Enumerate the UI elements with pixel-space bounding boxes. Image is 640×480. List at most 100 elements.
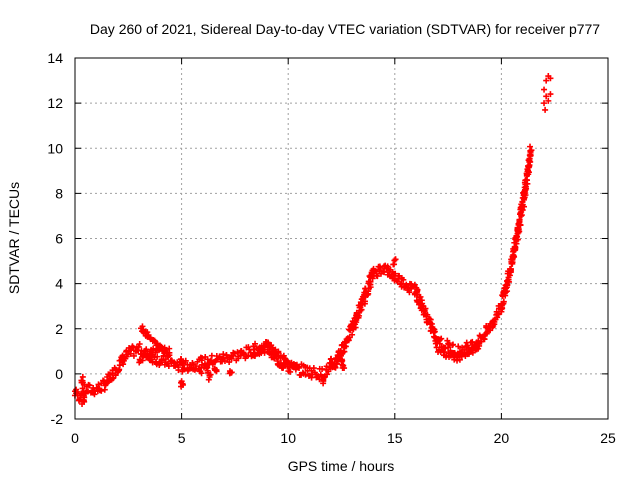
data-point-end: [541, 100, 548, 107]
data-point-cluster: [205, 376, 212, 383]
y-tick-label: 4: [55, 276, 63, 292]
data-point: [130, 352, 137, 359]
data-point-cluster: [211, 365, 218, 372]
data-point: [86, 382, 93, 389]
data-point-branch: [294, 364, 301, 371]
data-point-branch: [150, 345, 157, 352]
data-point-cluster: [392, 256, 399, 263]
data-point-cluster: [227, 369, 234, 376]
chart-title: Day 260 of 2021, Sidereal Day-to-day VTE…: [90, 21, 600, 37]
data-point: [527, 158, 534, 165]
data-point-cluster: [251, 352, 258, 359]
x-tick-label: 10: [280, 430, 296, 446]
data-point: [310, 365, 317, 372]
data-point-cluster: [196, 368, 203, 375]
data-point: [221, 357, 228, 364]
series-sdtvar: [71, 73, 554, 408]
data-point: [400, 276, 407, 283]
data-point: [505, 274, 512, 281]
plot-frame: [74, 57, 609, 420]
data-point-branch: [456, 356, 463, 363]
data-point-branch: [332, 364, 339, 371]
data-point-end: [543, 77, 550, 84]
data-point-end: [541, 86, 548, 93]
data-point-branch: [433, 344, 440, 351]
data-point-branch: [476, 342, 483, 349]
x-tick-label: 5: [178, 430, 186, 446]
data-point: [319, 365, 326, 372]
data-point-cluster: [320, 380, 327, 387]
y-tick-label: 8: [55, 185, 63, 201]
data-point: [204, 356, 211, 363]
data-point: [455, 343, 462, 350]
y-tick-label: -2: [51, 411, 64, 427]
data-point-branch: [339, 361, 346, 368]
data-point: [325, 368, 332, 375]
data-point-end: [545, 97, 552, 104]
data-point: [161, 361, 168, 368]
y-tick-label: 10: [47, 140, 63, 156]
data-point: [518, 212, 525, 219]
x-tick-label: 15: [387, 430, 403, 446]
data-point-cluster: [390, 261, 397, 268]
data-point-branch: [341, 365, 348, 372]
data-point-end: [547, 91, 554, 98]
x-axis-label: GPS time / hours: [288, 458, 395, 474]
data-point: [154, 353, 161, 360]
data-point: [353, 319, 360, 326]
y-tick-label: 0: [55, 366, 63, 382]
data-point: [98, 387, 105, 394]
data-point: [216, 353, 223, 360]
data-point-branch: [166, 349, 173, 356]
data-point: [431, 328, 438, 335]
data-point-branch: [337, 352, 344, 359]
data-point: [504, 282, 511, 289]
data-point: [512, 244, 519, 251]
data-point-cluster: [328, 363, 335, 370]
data-point: [444, 337, 451, 344]
data-point: [438, 335, 445, 342]
data-point-cluster: [328, 355, 335, 362]
data-point: [342, 343, 349, 350]
data-point: [211, 358, 218, 365]
y-tick-label: 12: [47, 95, 63, 111]
data-point-cluster: [320, 374, 327, 381]
data-point-end: [543, 93, 550, 100]
y-tick-labels: -2 0 2 4 6 8 10 12 14: [47, 50, 63, 427]
data-point-cluster: [79, 377, 86, 384]
data-point-cluster: [391, 257, 398, 264]
data-point: [367, 281, 374, 288]
data-point-cluster: [81, 394, 88, 401]
data-point: [521, 203, 528, 210]
data-point: [175, 367, 182, 374]
x-tick-label: 25: [600, 430, 616, 446]
data-point: [377, 265, 384, 272]
data-point-end: [542, 106, 549, 113]
data-point: [356, 312, 363, 319]
data-point: [449, 342, 456, 349]
y-tick-label: 2: [55, 321, 63, 337]
data-point: [199, 355, 206, 362]
data-point: [523, 177, 530, 184]
data-point-branch: [158, 343, 165, 350]
data-point-branch: [338, 356, 345, 363]
data-point-branch: [441, 349, 448, 356]
data-point-cluster: [413, 284, 420, 291]
data-point-branch: [288, 359, 295, 366]
data-point: [136, 341, 143, 348]
y-tick-label: 6: [55, 231, 63, 247]
data-point-cluster: [177, 356, 184, 363]
data-point: [514, 236, 521, 243]
data-point: [74, 388, 81, 395]
y-tick-label: 14: [47, 50, 63, 66]
data-point: [358, 306, 365, 313]
data-point-end: [547, 75, 554, 82]
data-point: [287, 368, 294, 375]
x-tick-label: 20: [494, 430, 510, 446]
data-point-cluster: [179, 381, 186, 388]
x-tick-label: 0: [71, 430, 79, 446]
data-point: [406, 289, 413, 296]
grid: [75, 58, 608, 419]
